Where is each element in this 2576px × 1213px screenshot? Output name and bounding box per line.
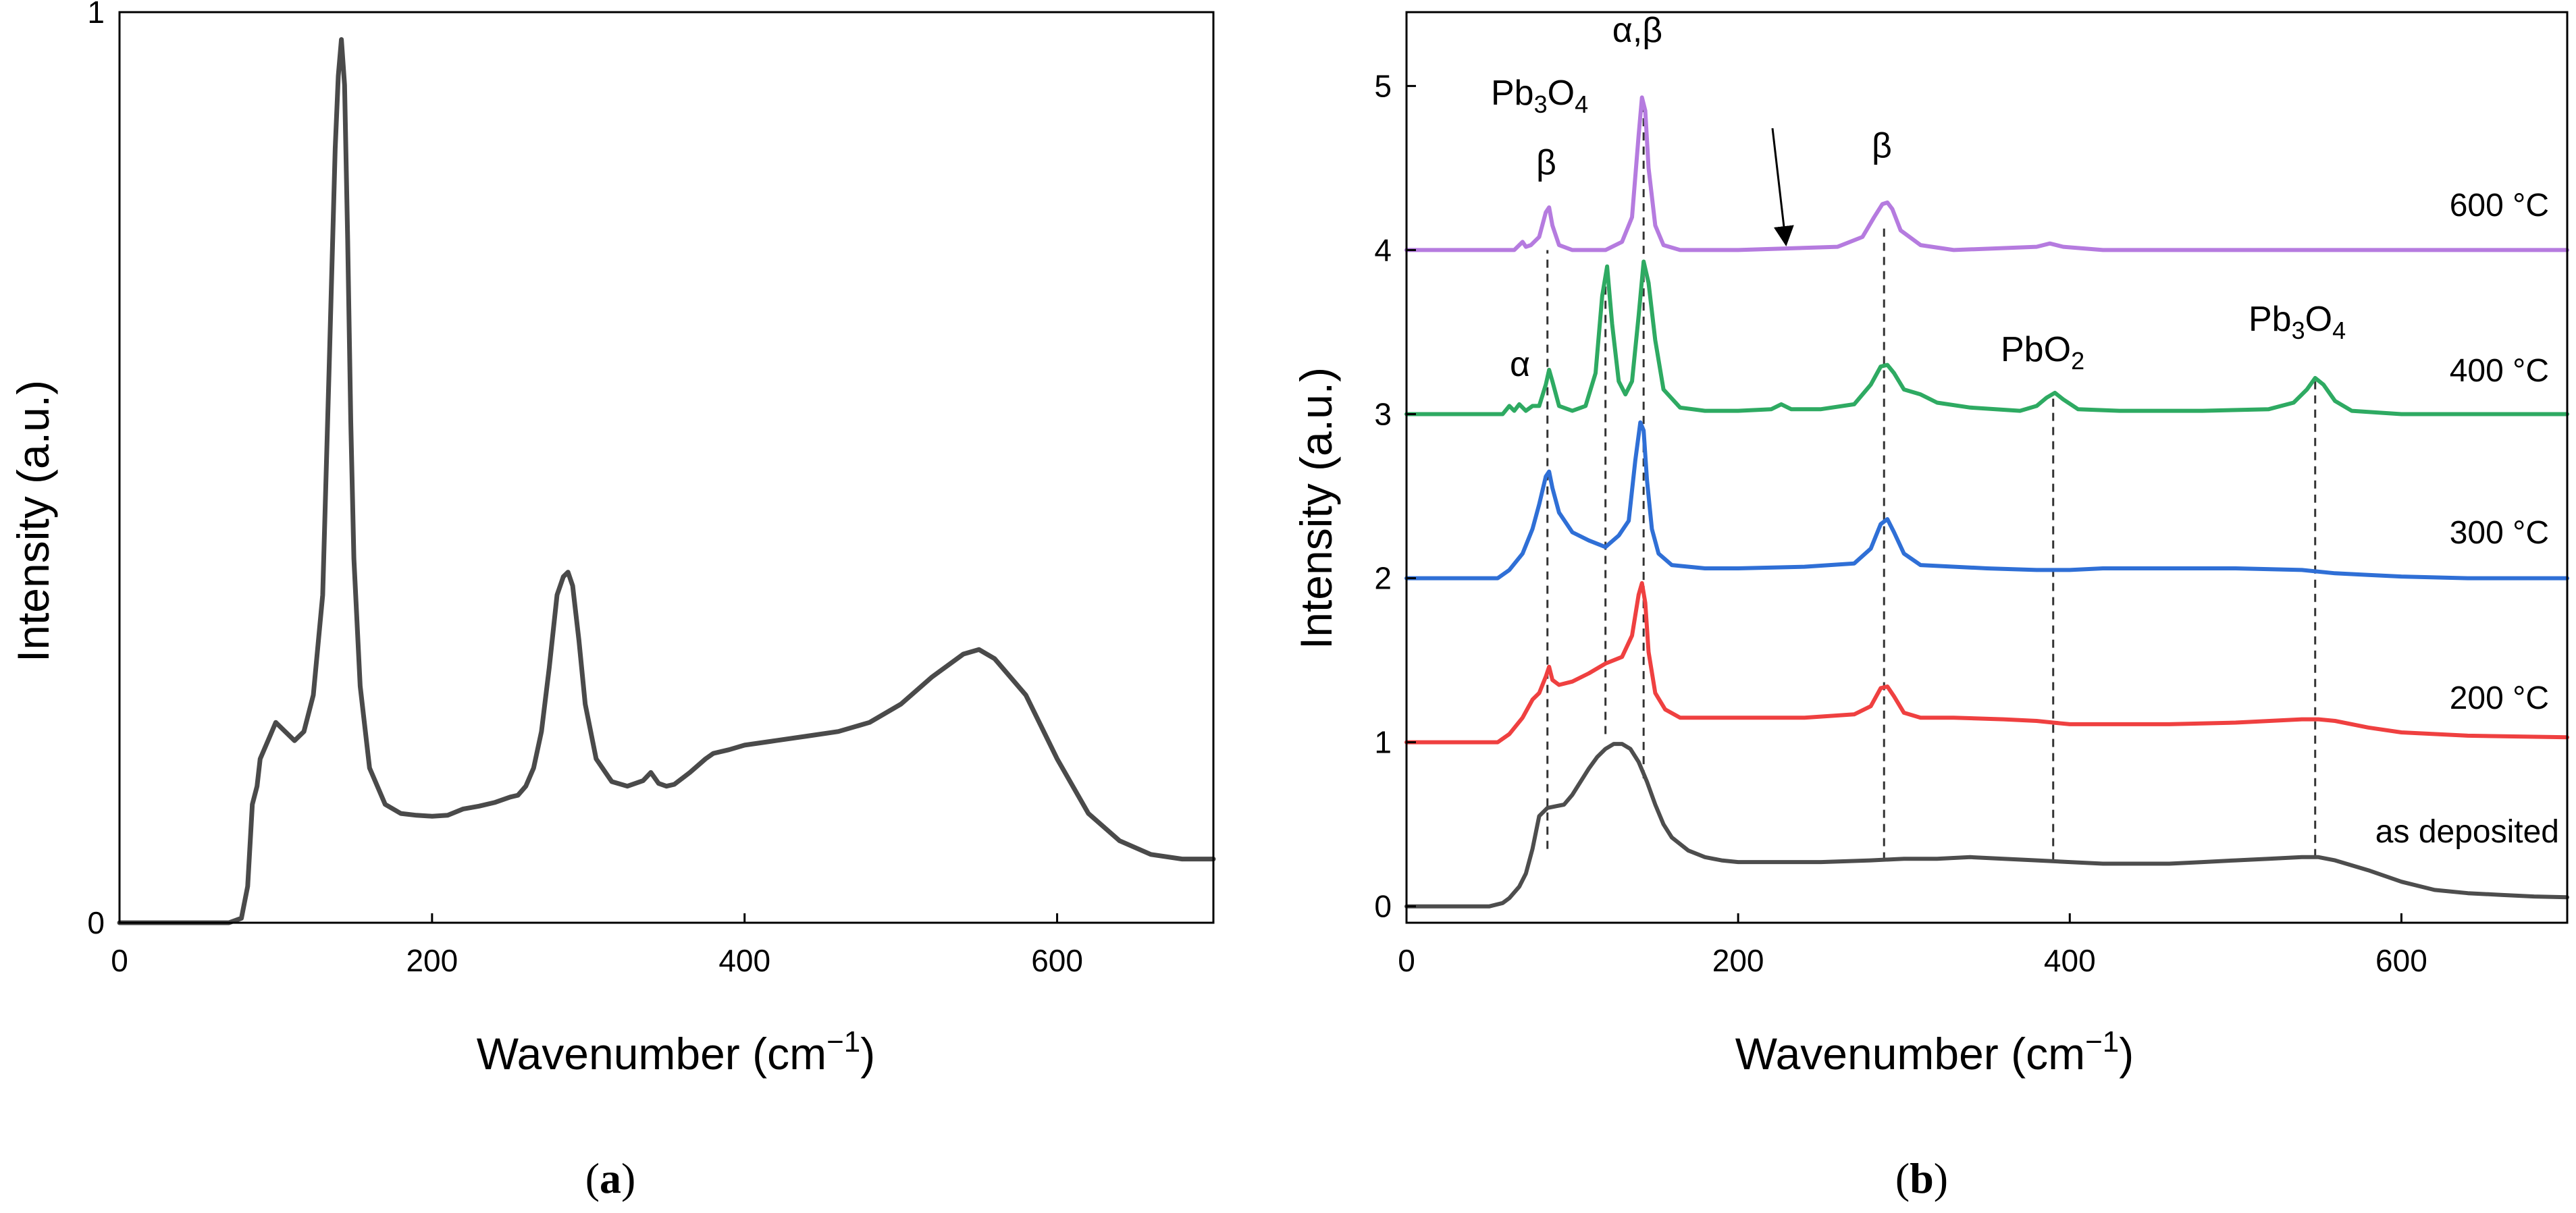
annotation-beta-right: β	[1872, 126, 1892, 165]
panel-b-y-tick-label: 0	[1374, 889, 1392, 924]
annotation-arrow	[1771, 128, 1794, 246]
panel-b-series-as-deposited	[1404, 742, 2569, 909]
panel-a-axis-ticks: 0 200 400 600 0 1	[87, 0, 1083, 978]
panel-b-chart: 0 200 400 600 0 1 2 3 4 5 Wavenumber (cm−1) Inten…	[1291, 11, 2569, 1079]
panel-b-x-tick-label: 200	[1712, 943, 1764, 978]
panel-a-series-line	[117, 37, 1216, 925]
panel-b-x-axis-title: Wavenumber (cm−1)	[1735, 1025, 2134, 1079]
panel-b-y-tick-label: 5	[1374, 68, 1392, 103]
panel-b-guide-lines	[1546, 102, 2317, 861]
annotation-pb3o4-right: Pb3O4	[2249, 300, 2346, 344]
panel-b-y-tick-label: 4	[1374, 232, 1392, 267]
panel-b-y-tick-label: 2	[1374, 561, 1392, 596]
panel-b-series-200-c	[1404, 581, 2569, 745]
curve-label-200c: 200 °C	[2450, 680, 2549, 716]
panel-a-x-axis-title: Wavenumber (cm−1)	[477, 1025, 876, 1079]
annotation-alpha: α	[1510, 345, 1530, 384]
panel-a-y-tick-label: 1	[87, 0, 105, 30]
annotation-beta-left: β	[1536, 143, 1556, 182]
panel-b-y-axis-title: Intensity (a.u.)	[1291, 367, 1341, 649]
panel-b-x-tick-label: 0	[1398, 943, 1415, 978]
curve-label-300c: 300 °C	[2450, 515, 2549, 551]
panel-a-plot-frame	[118, 11, 1215, 924]
annotation-pbo2: PbO2	[2001, 330, 2084, 375]
panel-b-y-tick-label: 3	[1374, 397, 1392, 432]
curve-label-400c: 400 °C	[2450, 353, 2549, 389]
caption-a: (a)	[585, 1154, 636, 1202]
panel-b-series-layer	[1404, 95, 2569, 909]
curve-label-600c: 600 °C	[2450, 188, 2549, 223]
annotation-alpha-beta: α,β	[1612, 11, 1662, 50]
panel-b-series-400-c	[1404, 259, 2569, 416]
panel-b-x-tick-label: 400	[2044, 943, 2096, 978]
panel-a-x-tick-label: 400	[718, 943, 770, 978]
panel-a-x-tick-label: 200	[406, 943, 458, 978]
panel-a-x-tick-label: 600	[1031, 943, 1083, 978]
annotation-pb3o4-top: Pb3O4	[1491, 74, 1588, 118]
caption-b: (b)	[1895, 1154, 1948, 1202]
panel-a-y-tick-label: 0	[87, 905, 105, 940]
panel-b-x-tick-label: 600	[2375, 943, 2427, 978]
panel-b-axis-ticks: 0 200 400 600 0 1 2 3 4 5	[1374, 68, 2427, 978]
panel-b-y-tick-label: 1	[1374, 725, 1392, 760]
panel-a-chart: 0 200 400 600 0 1 Wavenumber (cm−1) Intensity…	[8, 0, 1216, 1079]
curve-label-as-deposited: as deposited	[2375, 814, 2559, 850]
panel-a-x-tick-label: 0	[111, 943, 128, 978]
panel-a-series-layer	[117, 37, 1216, 925]
panel-b-series-600-c	[1404, 95, 2569, 252]
panel-b-plot-frame	[1405, 11, 2569, 924]
panel-b-series-300-c	[1404, 420, 2569, 581]
panel-a-y-axis-title: Intensity (a.u.)	[8, 380, 58, 662]
